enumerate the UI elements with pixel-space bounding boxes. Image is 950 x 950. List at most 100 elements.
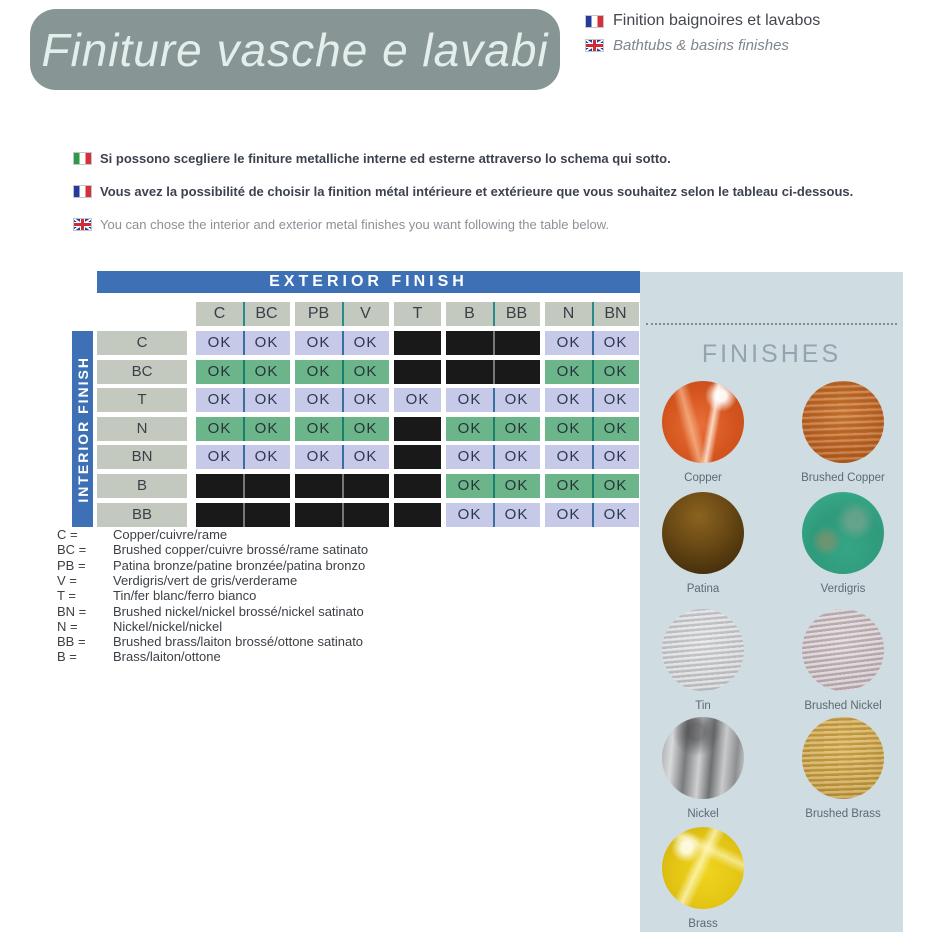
matrix-cell-T-PB: OK xyxy=(295,388,342,412)
matrix-cell-BN-BB: OK xyxy=(493,445,540,469)
legend-key: B = xyxy=(57,649,77,664)
matrix-cell-B-T xyxy=(394,474,441,498)
matrix-cell-BC-PB: OK xyxy=(295,360,342,384)
dotted-divider xyxy=(646,323,897,325)
page-title-banner: Finiture vasche e lavabi xyxy=(30,9,560,90)
matrix-cell-B-C xyxy=(196,474,243,498)
matrix-cell-BC-C: OK xyxy=(196,360,243,384)
swatch-brushed-copper: Brushed Copper xyxy=(801,381,885,484)
matrix-cell-N-BB: OK xyxy=(493,417,540,441)
matrix-cell-C-BB xyxy=(493,331,540,355)
copper-sample-icon xyxy=(662,381,744,463)
fr-flag-icon xyxy=(73,185,92,198)
matrix-cell-N-B: OK xyxy=(446,417,493,441)
swatch-verdigris: Verdigris xyxy=(802,492,884,595)
matrix-cell-N-PB: OK xyxy=(295,417,342,441)
matrix-cell-BC-T xyxy=(394,360,441,384)
row-header-BC: BC xyxy=(97,360,187,384)
matrix-cell-B-BB: OK xyxy=(493,474,540,498)
row-header-T: T xyxy=(97,388,187,412)
matrix-cell-BB-B: OK xyxy=(446,503,493,527)
matrix-cell-BB-BN: OK xyxy=(592,503,639,527)
matrix-cell-C-B xyxy=(446,331,493,355)
legend-key: T = xyxy=(57,588,76,603)
statement-text: You can chose the interior and exterior … xyxy=(100,217,609,232)
column-header-T: T xyxy=(394,302,441,326)
header-fr-label: Finition baignoires et lavabos xyxy=(613,12,821,29)
swatch-brass: Brass xyxy=(662,827,744,930)
swatch-label: Copper xyxy=(684,472,722,484)
matrix-cell-N-N: OK xyxy=(545,417,592,441)
exterior-finish-header: EXTERIOR FINISH xyxy=(97,271,640,293)
brushed-brass-sample-icon xyxy=(802,717,884,799)
header-en-label: Bathtubs & basins finishes xyxy=(613,37,789,54)
statement-text: Si possono scegliere le finiture metalli… xyxy=(100,151,671,166)
tin-sample-icon xyxy=(662,609,744,691)
matrix-cell-T-C: OK xyxy=(196,388,243,412)
legend-text: Brushed copper/cuivre brossé/rame satina… xyxy=(113,542,369,557)
matrix-cell-B-PB xyxy=(295,474,342,498)
legend-text: Tin/fer blanc/ferro bianco xyxy=(113,588,257,603)
matrix-cell-T-N: OK xyxy=(545,388,592,412)
legend-line-PB: PB = Patina bronze/patine bronzée/patina … xyxy=(57,558,365,573)
swatch-tin: Tin xyxy=(662,609,744,712)
matrix-cell-C-BN: OK xyxy=(592,331,639,355)
matrix-cell-C-V: OK xyxy=(342,331,389,355)
swatch-label: Brushed Brass xyxy=(805,808,881,820)
legend-key: V = xyxy=(57,573,77,588)
column-header-BC: BC xyxy=(243,302,290,326)
matrix-cell-C-T xyxy=(394,331,441,355)
legend-text: Brass/laiton/ottone xyxy=(113,649,221,664)
matrix-cell-T-B: OK xyxy=(446,388,493,412)
swatch-nickel: Nickel xyxy=(662,717,744,820)
matrix-cell-BN-C: OK xyxy=(196,445,243,469)
brass-sample-icon xyxy=(662,827,744,909)
matrix-cell-BC-N: OK xyxy=(545,360,592,384)
matrix-cell-N-T xyxy=(394,417,441,441)
legend-line-V: V = Verdigris/vert de gris/verderame xyxy=(57,573,297,588)
legend-line-N: N = Nickel/nickel/nickel xyxy=(57,619,222,634)
legend-line-BC: BC = Brushed copper/cuivre brossé/rame sa… xyxy=(57,542,368,557)
matrix-cell-BC-BN: OK xyxy=(592,360,639,384)
swatch-copper: Copper xyxy=(662,381,744,484)
matrix-cell-C-C: OK xyxy=(196,331,243,355)
legend-line-C: C = Copper/cuivre/rame xyxy=(57,527,227,542)
uk-flag-icon xyxy=(585,39,604,52)
matrix-cell-C-PB: OK xyxy=(295,331,342,355)
column-header-C: C xyxy=(196,302,243,326)
row-header-BB: BB xyxy=(97,503,187,527)
row-header-B: B xyxy=(97,474,187,498)
column-header-V: V xyxy=(342,302,389,326)
matrix-cell-N-C: OK xyxy=(196,417,243,441)
header-line-en: Bathtubs & basins finishes xyxy=(585,37,820,54)
statement-it: Si possono scegliere le finiture metalli… xyxy=(73,151,671,166)
matrix-cell-BB-PB xyxy=(295,503,342,527)
swatch-brushed-nickel: Brushed Nickel xyxy=(802,609,884,712)
matrix-cell-BN-B: OK xyxy=(446,445,493,469)
legend-line-T: T = Tin/fer blanc/ferro bianco xyxy=(57,588,256,603)
legend-key: C = xyxy=(57,527,78,542)
header-translations: Finition baignoires et lavabos Bathtubs … xyxy=(585,12,820,61)
row-header-C: C xyxy=(97,331,187,355)
verdigris-sample-icon xyxy=(802,492,884,574)
legend-text: Verdigris/vert de gris/verderame xyxy=(113,573,298,588)
legend-line-BN: BN = Brushed nickel/nickel brossé/nickel … xyxy=(57,604,364,619)
matrix-cell-B-BN: OK xyxy=(592,474,639,498)
matrix-cell-BC-BB xyxy=(493,360,540,384)
row-header-BN: BN xyxy=(97,445,187,469)
page-title: Finiture vasche e lavabi xyxy=(41,23,549,76)
matrix-cell-BN-BN: OK xyxy=(592,445,639,469)
column-header-N: N xyxy=(545,302,592,326)
swatch-label: Brushed Nickel xyxy=(804,700,882,712)
statement-fr: Vous avez la possibilité de choisir la f… xyxy=(73,184,853,199)
matrix-cell-C-N: OK xyxy=(545,331,592,355)
matrix-cell-T-BN: OK xyxy=(592,388,639,412)
swatch-label: Brass xyxy=(688,918,718,930)
uk-flag-icon xyxy=(73,218,92,231)
matrix-cell-BB-C xyxy=(196,503,243,527)
legend-text: Patina bronze/patine bronzée/patina bron… xyxy=(113,558,366,573)
it-flag-icon xyxy=(73,152,92,165)
matrix-cell-BB-N: OK xyxy=(545,503,592,527)
legend-text: Nickel/nickel/nickel xyxy=(113,619,223,634)
